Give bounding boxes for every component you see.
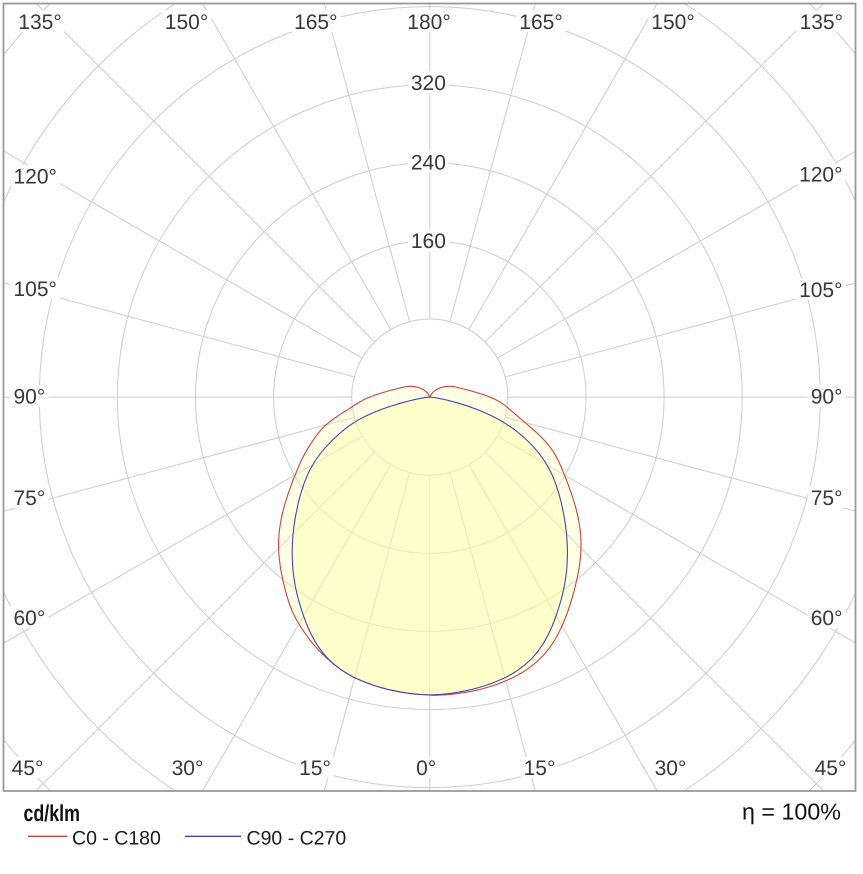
svg-text:105°: 105° bbox=[14, 278, 57, 301]
svg-text:150°: 150° bbox=[651, 11, 694, 34]
svg-text:150°: 150° bbox=[165, 11, 208, 34]
svg-text:cd/klm: cd/klm bbox=[24, 800, 81, 826]
svg-text:180°: 180° bbox=[407, 11, 450, 34]
svg-text:120°: 120° bbox=[14, 165, 57, 188]
svg-text:90°: 90° bbox=[14, 386, 46, 409]
svg-text:90°: 90° bbox=[811, 386, 843, 409]
svg-text:165°: 165° bbox=[519, 11, 562, 34]
svg-text:C90 - C270: C90 - C270 bbox=[247, 828, 347, 850]
svg-text:15°: 15° bbox=[299, 757, 331, 780]
svg-text:165°: 165° bbox=[294, 11, 337, 34]
svg-text:240: 240 bbox=[411, 151, 446, 174]
svg-text:75°: 75° bbox=[14, 487, 46, 510]
svg-text:135°: 135° bbox=[800, 11, 843, 34]
svg-text:120°: 120° bbox=[799, 164, 842, 187]
svg-text:60°: 60° bbox=[811, 607, 843, 630]
svg-text:75°: 75° bbox=[811, 487, 843, 510]
svg-text:160: 160 bbox=[411, 230, 446, 253]
svg-text:320: 320 bbox=[411, 72, 446, 95]
svg-text:45°: 45° bbox=[815, 757, 847, 780]
svg-text:30°: 30° bbox=[655, 757, 687, 780]
svg-text:105°: 105° bbox=[799, 279, 842, 302]
svg-text:C0 - C180: C0 - C180 bbox=[72, 828, 161, 850]
svg-text:60°: 60° bbox=[14, 607, 46, 630]
svg-text:45°: 45° bbox=[12, 757, 44, 780]
svg-text:η = 100%: η = 100% bbox=[742, 799, 841, 825]
svg-text:30°: 30° bbox=[172, 757, 204, 780]
svg-text:135°: 135° bbox=[18, 11, 61, 34]
svg-text:15°: 15° bbox=[524, 757, 556, 780]
svg-text:0°: 0° bbox=[416, 757, 436, 780]
